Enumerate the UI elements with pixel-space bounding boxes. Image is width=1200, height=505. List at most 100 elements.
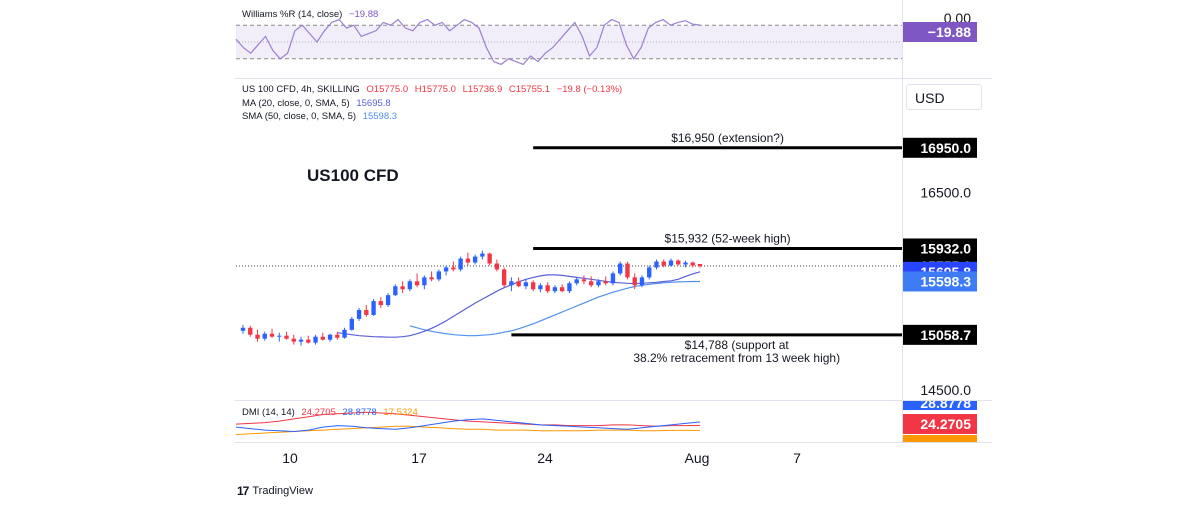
ma-legend[interactable]: MA (20, close, 0, SMA, 5) 15695.8 [242,98,391,110]
candle-body [618,263,623,274]
candle-body [625,263,630,278]
panel-divider-axis [235,442,992,443]
williams-tag: −19.88 [928,24,971,40]
dmi-plus-tag: 28.8778 [920,395,971,411]
candle-body [596,281,601,286]
symbol-name: US 100 CFD, 4h, SKILLING [242,84,360,95]
annotation-price-tag-bg [903,137,977,158]
candle-body [291,338,296,342]
tradingview-logo-text: TradingView [252,485,313,497]
candle-body [298,339,304,342]
dmi-legend-v1: 24.2705 [301,407,336,418]
sma50-price-tag-bg [903,271,977,292]
candle-body [269,333,275,337]
candle-body [654,261,659,268]
candle-body [480,253,485,257]
dmi-legend[interactable]: DMI (14, 14) 24.2705 28.8778 17.5324 [242,407,418,419]
candle-body [429,277,434,280]
candle-body [538,285,543,290]
annotation-label: $16,950 (extension?) [671,131,784,145]
williams-line [235,18,701,66]
x-axis-tick-label: 17 [411,450,427,466]
candle-body [306,339,311,343]
candle-body [458,258,463,270]
tradingview-logo-icon: 17 [237,484,249,498]
sma-legend-value: 15598.3 [362,111,398,122]
x-axis-tick-label: 7 [793,450,801,466]
dmi-adx-tag-bg [903,435,977,442]
dmi-plus-di-line [235,418,701,433]
candle-body [647,267,652,278]
tradingview-logo[interactable]: 17 TradingView [237,484,313,498]
candle-body [443,267,449,272]
annotation-price-tag: 15058.7 [920,327,971,343]
candle-body [356,309,362,319]
candle-body [545,285,550,292]
candle-body [676,260,681,265]
williams-legend[interactable]: Williams %R (14, close) −19.88 [242,9,378,21]
dmi-minus-tag: 24.2705 [920,416,971,432]
price-axis-label: 16500.0 [920,184,971,200]
candle-body [400,286,405,290]
candle-body [465,258,471,263]
ma-legend-label: MA (20, close, 0, SMA, 5) [242,98,350,109]
candle-body [516,281,521,287]
candle-body [559,287,565,292]
currency-selector[interactable]: USD [906,84,982,110]
candle-body [277,335,282,337]
ohlc-open: O15775.0 [366,84,409,95]
candle-body [407,281,413,290]
williams-tag-bg [903,22,977,42]
candle-body [472,256,478,263]
ohlc-high: H15775.0 [414,84,456,95]
candle-body [603,281,608,284]
candle-body [262,333,267,339]
annotation-label: $15,932 (52-week high) [665,231,791,245]
williams-legend-value: −19.88 [348,9,379,20]
candle-body [581,279,587,282]
sma50-price-tag: 15598.3 [920,273,971,289]
ohlc-change: −19.8 (−0.13%) [556,84,623,95]
candle-body [248,327,253,335]
dmi-legend-label: DMI (14, 14) [242,407,295,418]
annotation-price-tag-bg [903,238,977,259]
candle-body [610,273,616,284]
sma50-line [409,280,700,337]
panel-divider-top [235,78,992,79]
candle-body [509,281,514,286]
annotation-label: $14,788 (support at [685,338,790,352]
candle-body [574,279,579,284]
candle-body [494,263,500,270]
x-axis-tick-label: 10 [282,450,298,466]
candle-body [451,267,456,270]
candle-body [255,334,260,339]
sma-legend[interactable]: SMA (50, close, 0, SMA, 5) 15598.3 [242,111,397,123]
candle-body [552,287,558,292]
dmi-legend-v2: 28.8778 [342,407,377,418]
dmi-minus-di-line [235,411,701,427]
candle-body [342,329,347,338]
dmi-legend-v3: 17.5324 [383,407,418,418]
annotation-price-tag-bg [903,324,977,345]
candle-body [523,282,529,287]
symbol-legend[interactable]: US 100 CFD, 4h, SKILLING O15775.0 H15775… [242,84,622,96]
candle-body [364,309,369,315]
candle-body [589,281,594,286]
dmi-minus-tag-bg [903,414,977,434]
annotation-price-tag: 15932.0 [920,240,971,256]
price-axis-label: 14500.0 [920,382,971,398]
candle-body [414,281,420,286]
annotation-label: 38.2% retracement from 13 week high) [633,351,840,365]
dmi-plus-tag-bg [903,400,977,410]
candle-body [690,262,695,266]
candle-body [240,327,246,331]
candle-body [567,283,572,292]
candle-body [335,334,340,338]
candle-body [668,260,674,266]
candle-body [487,253,492,264]
ohlc-low: L15736.9 [462,84,503,95]
candle-body [320,336,325,340]
candle-body [501,269,507,286]
candle-body [683,262,688,265]
